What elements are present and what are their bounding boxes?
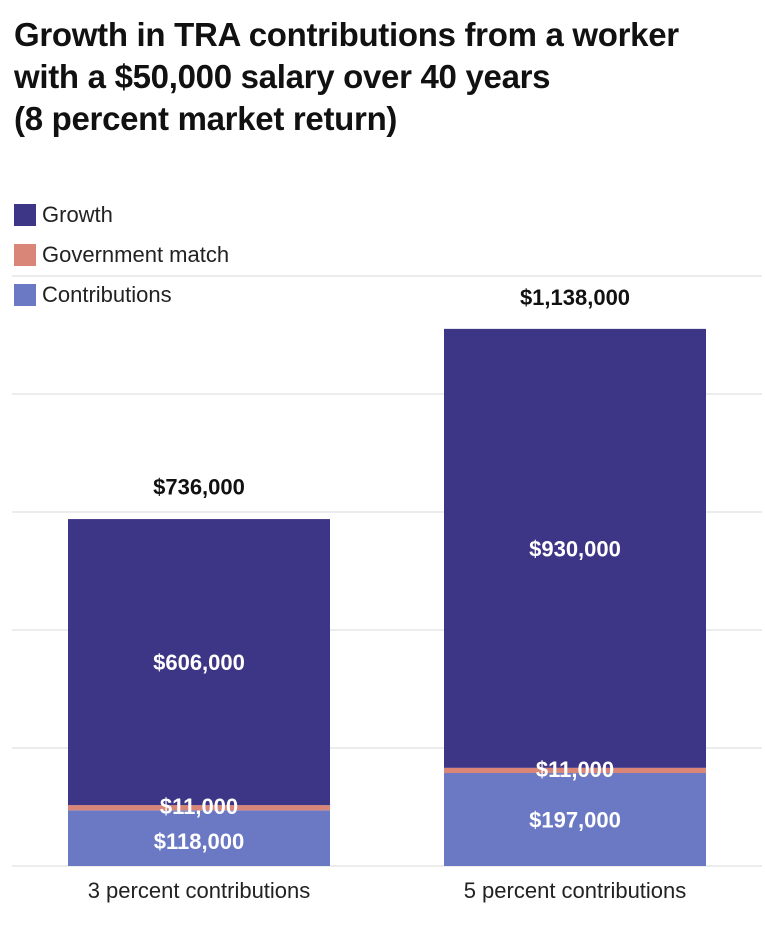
data-label-contributions: $197,000 [529,808,621,833]
title-line-3: (8 percent market return) [14,100,398,137]
bar-segment-growth [444,328,706,768]
data-label-government-match: $11,000 [536,757,614,782]
bar-segment-government-match [444,767,706,774]
bar-segment-contributions [444,773,706,866]
legend-item-growth: Growth [14,195,229,235]
bar-segment-growth [68,519,330,806]
bar-segment-government-match [68,805,330,811]
category-label: 3 percent contributions [88,878,311,903]
total-label: $1,138,000 [520,285,630,310]
title-line-2: with a $50,000 salary over 40 years [14,58,551,95]
legend-label-contributions: Contributions [42,282,172,307]
data-label-growth: $930,000 [529,536,621,561]
chart-title: Growth in TRA contributions from a worke… [14,14,754,140]
legend-swatch-contributions [14,284,36,306]
legend-label-growth: Growth [42,202,113,227]
legend-item-government-match: Government match [14,235,229,275]
legend-label-government-match: Government match [42,242,230,267]
data-label-government-match: $11,000 [160,794,238,819]
total-label: $736,000 [153,475,245,500]
category-label: 5 percent contributions [464,878,687,903]
title-line-1: Growth in TRA contributions from a worke… [14,16,679,53]
legend: Growth Government match Contributions [14,195,229,315]
legend-swatch-government-match [14,244,36,266]
data-label-contributions: $118,000 [154,829,245,854]
data-label-growth: $606,000 [153,650,245,675]
bar-segment-contributions [68,810,330,866]
legend-swatch-growth [14,204,36,226]
legend-item-contributions: Contributions [14,275,229,315]
